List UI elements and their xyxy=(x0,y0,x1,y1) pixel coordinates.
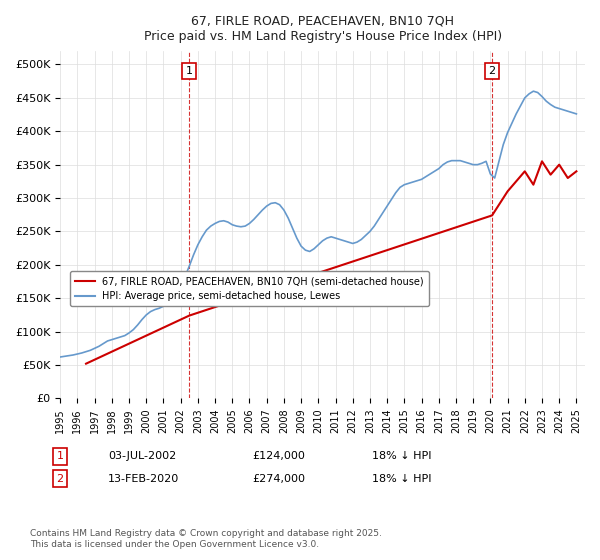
Text: 18% ↓ HPI: 18% ↓ HPI xyxy=(372,451,431,461)
Text: 03-JUL-2002: 03-JUL-2002 xyxy=(108,451,176,461)
Text: £124,000: £124,000 xyxy=(252,451,305,461)
Text: Contains HM Land Registry data © Crown copyright and database right 2025.
This d: Contains HM Land Registry data © Crown c… xyxy=(30,529,382,549)
Text: 2: 2 xyxy=(56,474,64,484)
Text: £274,000: £274,000 xyxy=(252,474,305,484)
Text: 13-FEB-2020: 13-FEB-2020 xyxy=(108,474,179,484)
Text: 1: 1 xyxy=(186,66,193,76)
Text: 18% ↓ HPI: 18% ↓ HPI xyxy=(372,474,431,484)
Legend: 67, FIRLE ROAD, PEACEHAVEN, BN10 7QH (semi-detached house), HPI: Average price, : 67, FIRLE ROAD, PEACEHAVEN, BN10 7QH (se… xyxy=(70,271,429,306)
Text: 1: 1 xyxy=(56,451,64,461)
Title: 67, FIRLE ROAD, PEACEHAVEN, BN10 7QH
Price paid vs. HM Land Registry's House Pri: 67, FIRLE ROAD, PEACEHAVEN, BN10 7QH Pri… xyxy=(143,15,502,43)
Text: 2: 2 xyxy=(488,66,496,76)
